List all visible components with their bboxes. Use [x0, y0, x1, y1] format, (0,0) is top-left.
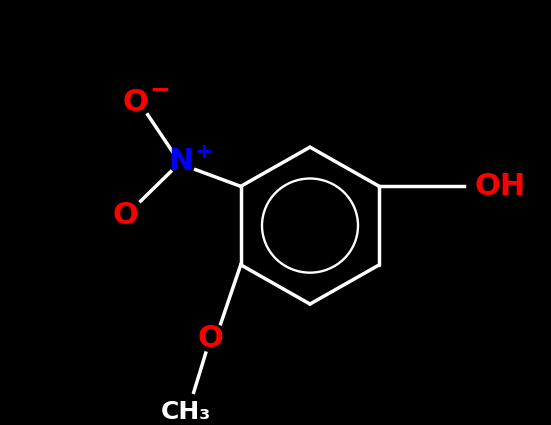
Text: O: O — [113, 201, 139, 230]
Text: OH: OH — [474, 172, 526, 201]
Text: CH₃: CH₃ — [160, 400, 211, 424]
Text: −: − — [150, 77, 171, 101]
Text: O: O — [198, 324, 224, 353]
Text: +: + — [195, 142, 213, 162]
Text: O: O — [123, 88, 149, 117]
Text: N: N — [168, 147, 193, 176]
